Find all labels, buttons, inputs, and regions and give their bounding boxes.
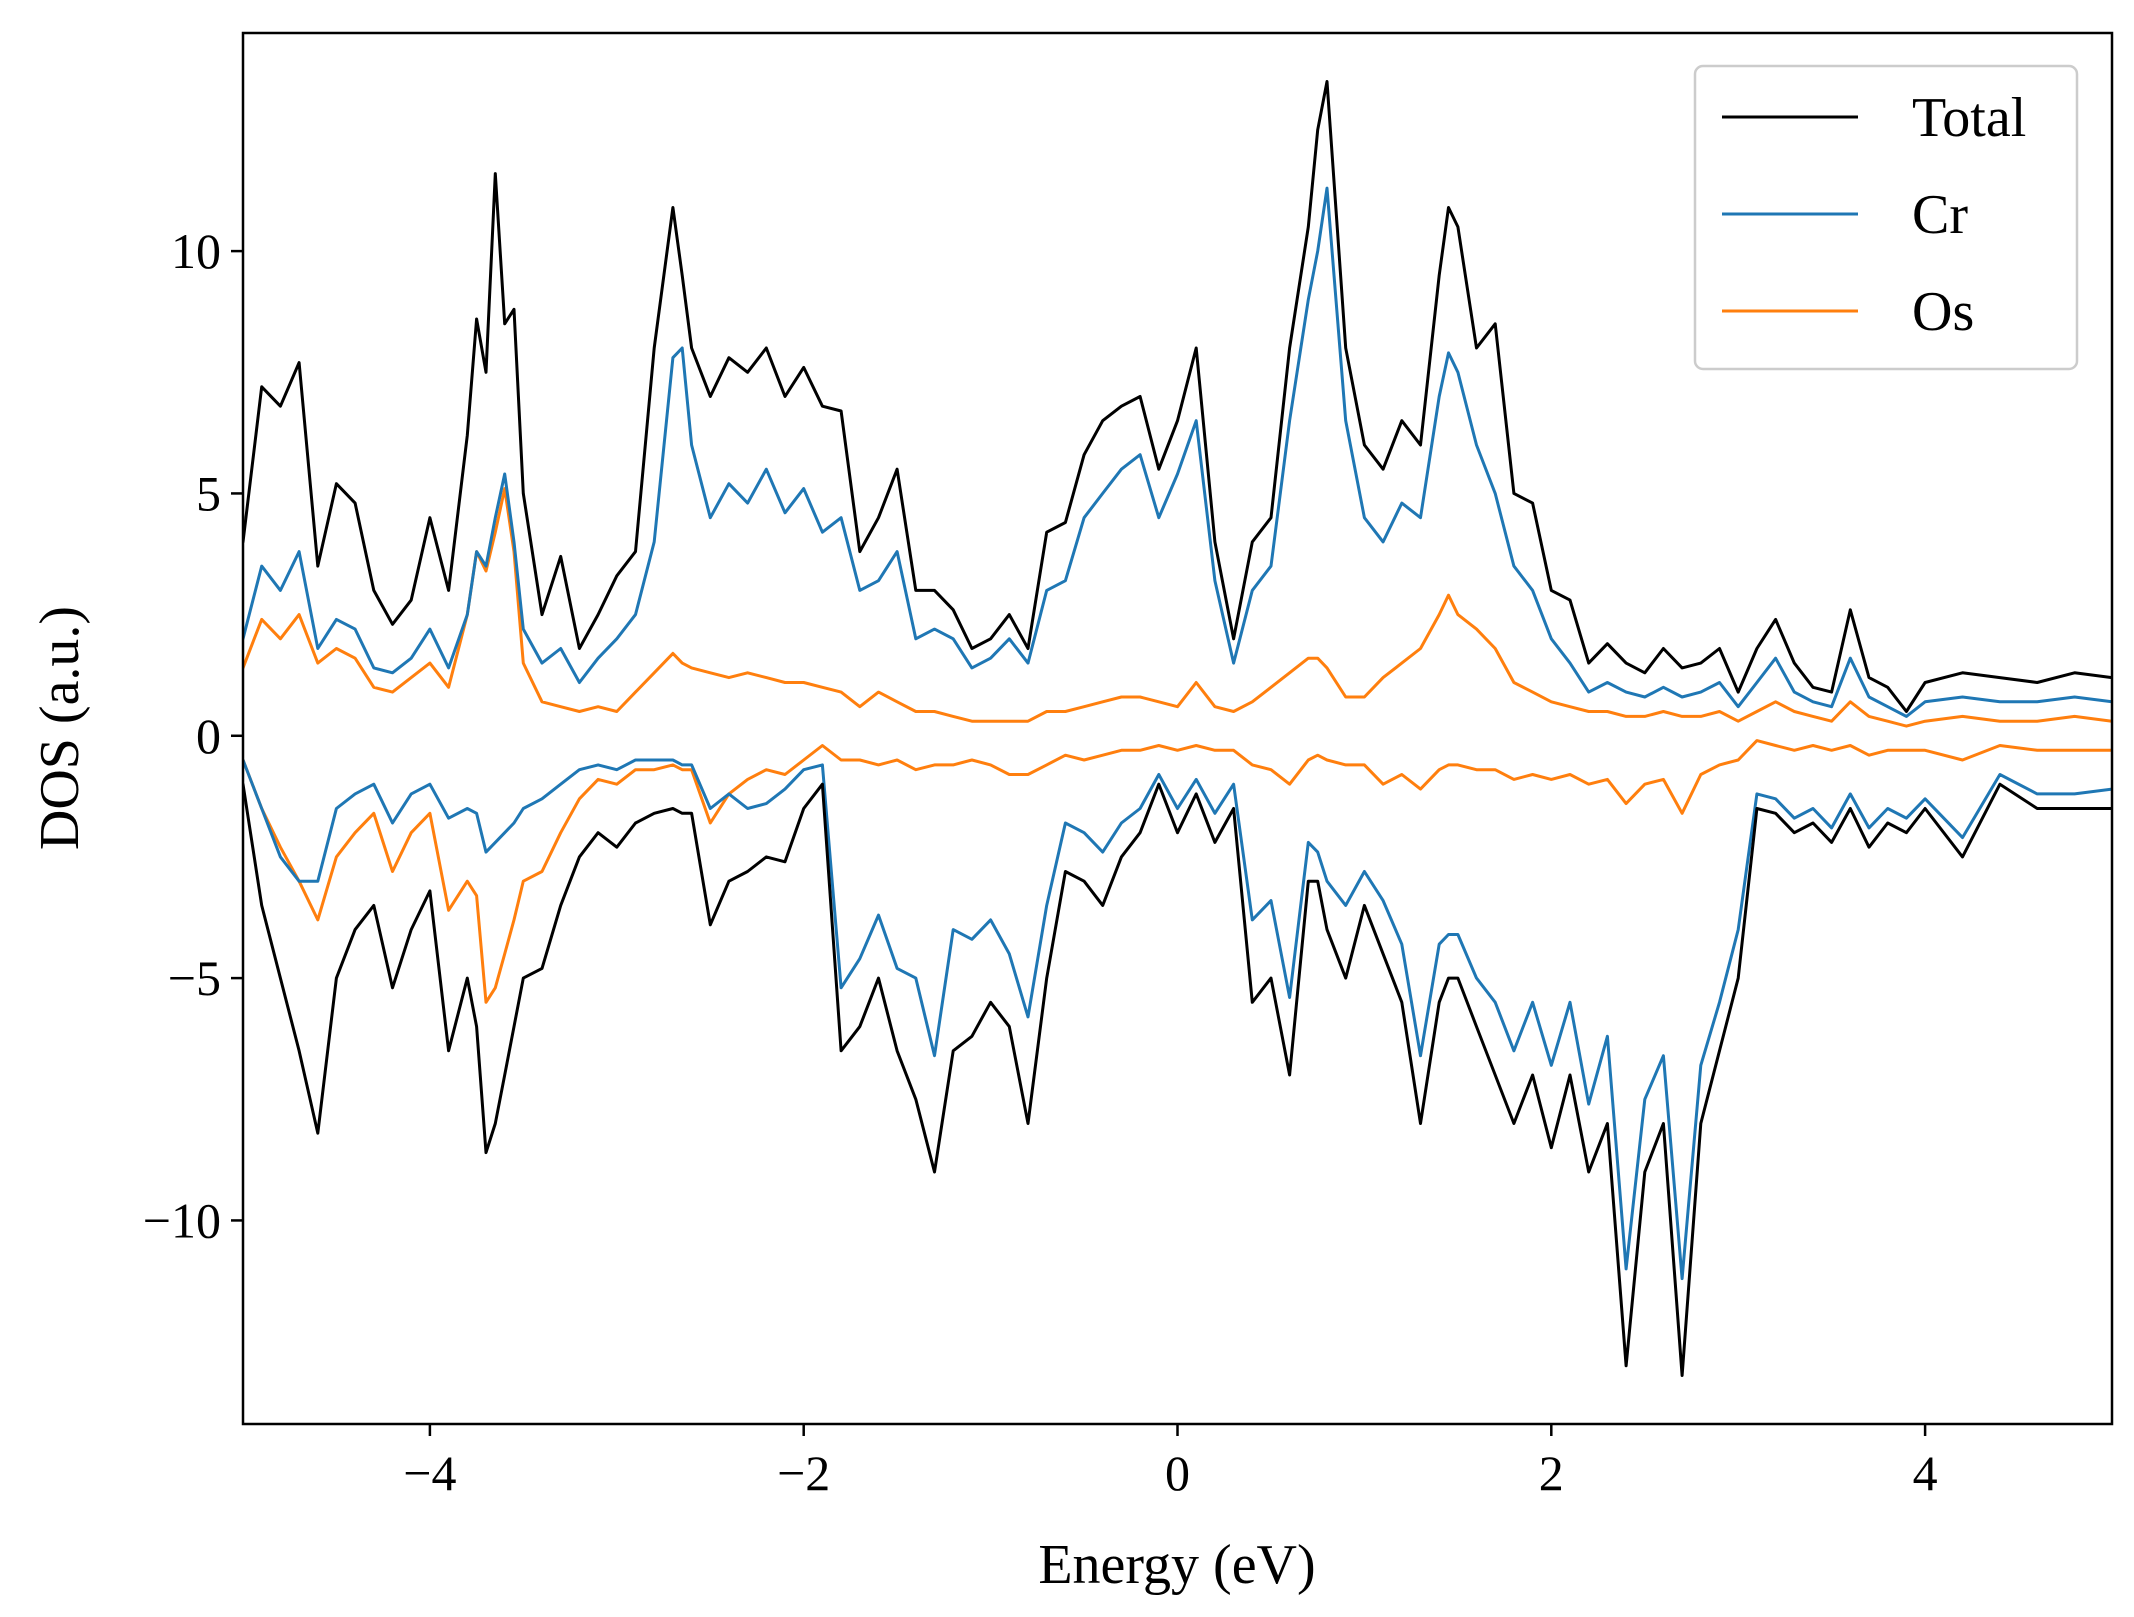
series-layer — [243, 80, 2112, 1377]
series-line-total-down — [243, 782, 2112, 1377]
series-line-total-up — [243, 80, 2112, 713]
x-tick-label: 2 — [1539, 1445, 1564, 1501]
legend-box — [1693, 64, 2079, 371]
x-tick-label: 0 — [1165, 1445, 1190, 1501]
x-tick-label: 4 — [1913, 1445, 1938, 1501]
x-tick-label: −2 — [777, 1445, 830, 1501]
y-axis-title: DOS (a.u.) — [29, 606, 91, 850]
series-line-cr-up — [243, 186, 2112, 718]
y-tick-label: 0 — [196, 708, 221, 764]
y-tick-label: −10 — [143, 1192, 221, 1248]
y-axis: −10 −5 0 5 10 — [143, 223, 243, 1248]
legend-label-total: Total — [1912, 87, 2026, 149]
series-line-os-down — [243, 739, 2112, 1004]
y-tick-label: −5 — [168, 950, 221, 1006]
series-line-cr-down — [243, 758, 2112, 1281]
y-tick-label: 5 — [196, 465, 221, 521]
x-axis-title: Energy (eV) — [1038, 1534, 1315, 1596]
y-tick-label: 10 — [171, 223, 221, 279]
legend-label-os: Os — [1912, 281, 1974, 343]
legend: Total Cr Os — [1693, 64, 2079, 371]
legend-label-cr: Cr — [1912, 184, 1968, 246]
x-tick-label: −4 — [403, 1445, 456, 1501]
x-axis: −4 −2 0 2 4 — [403, 1424, 1938, 1501]
